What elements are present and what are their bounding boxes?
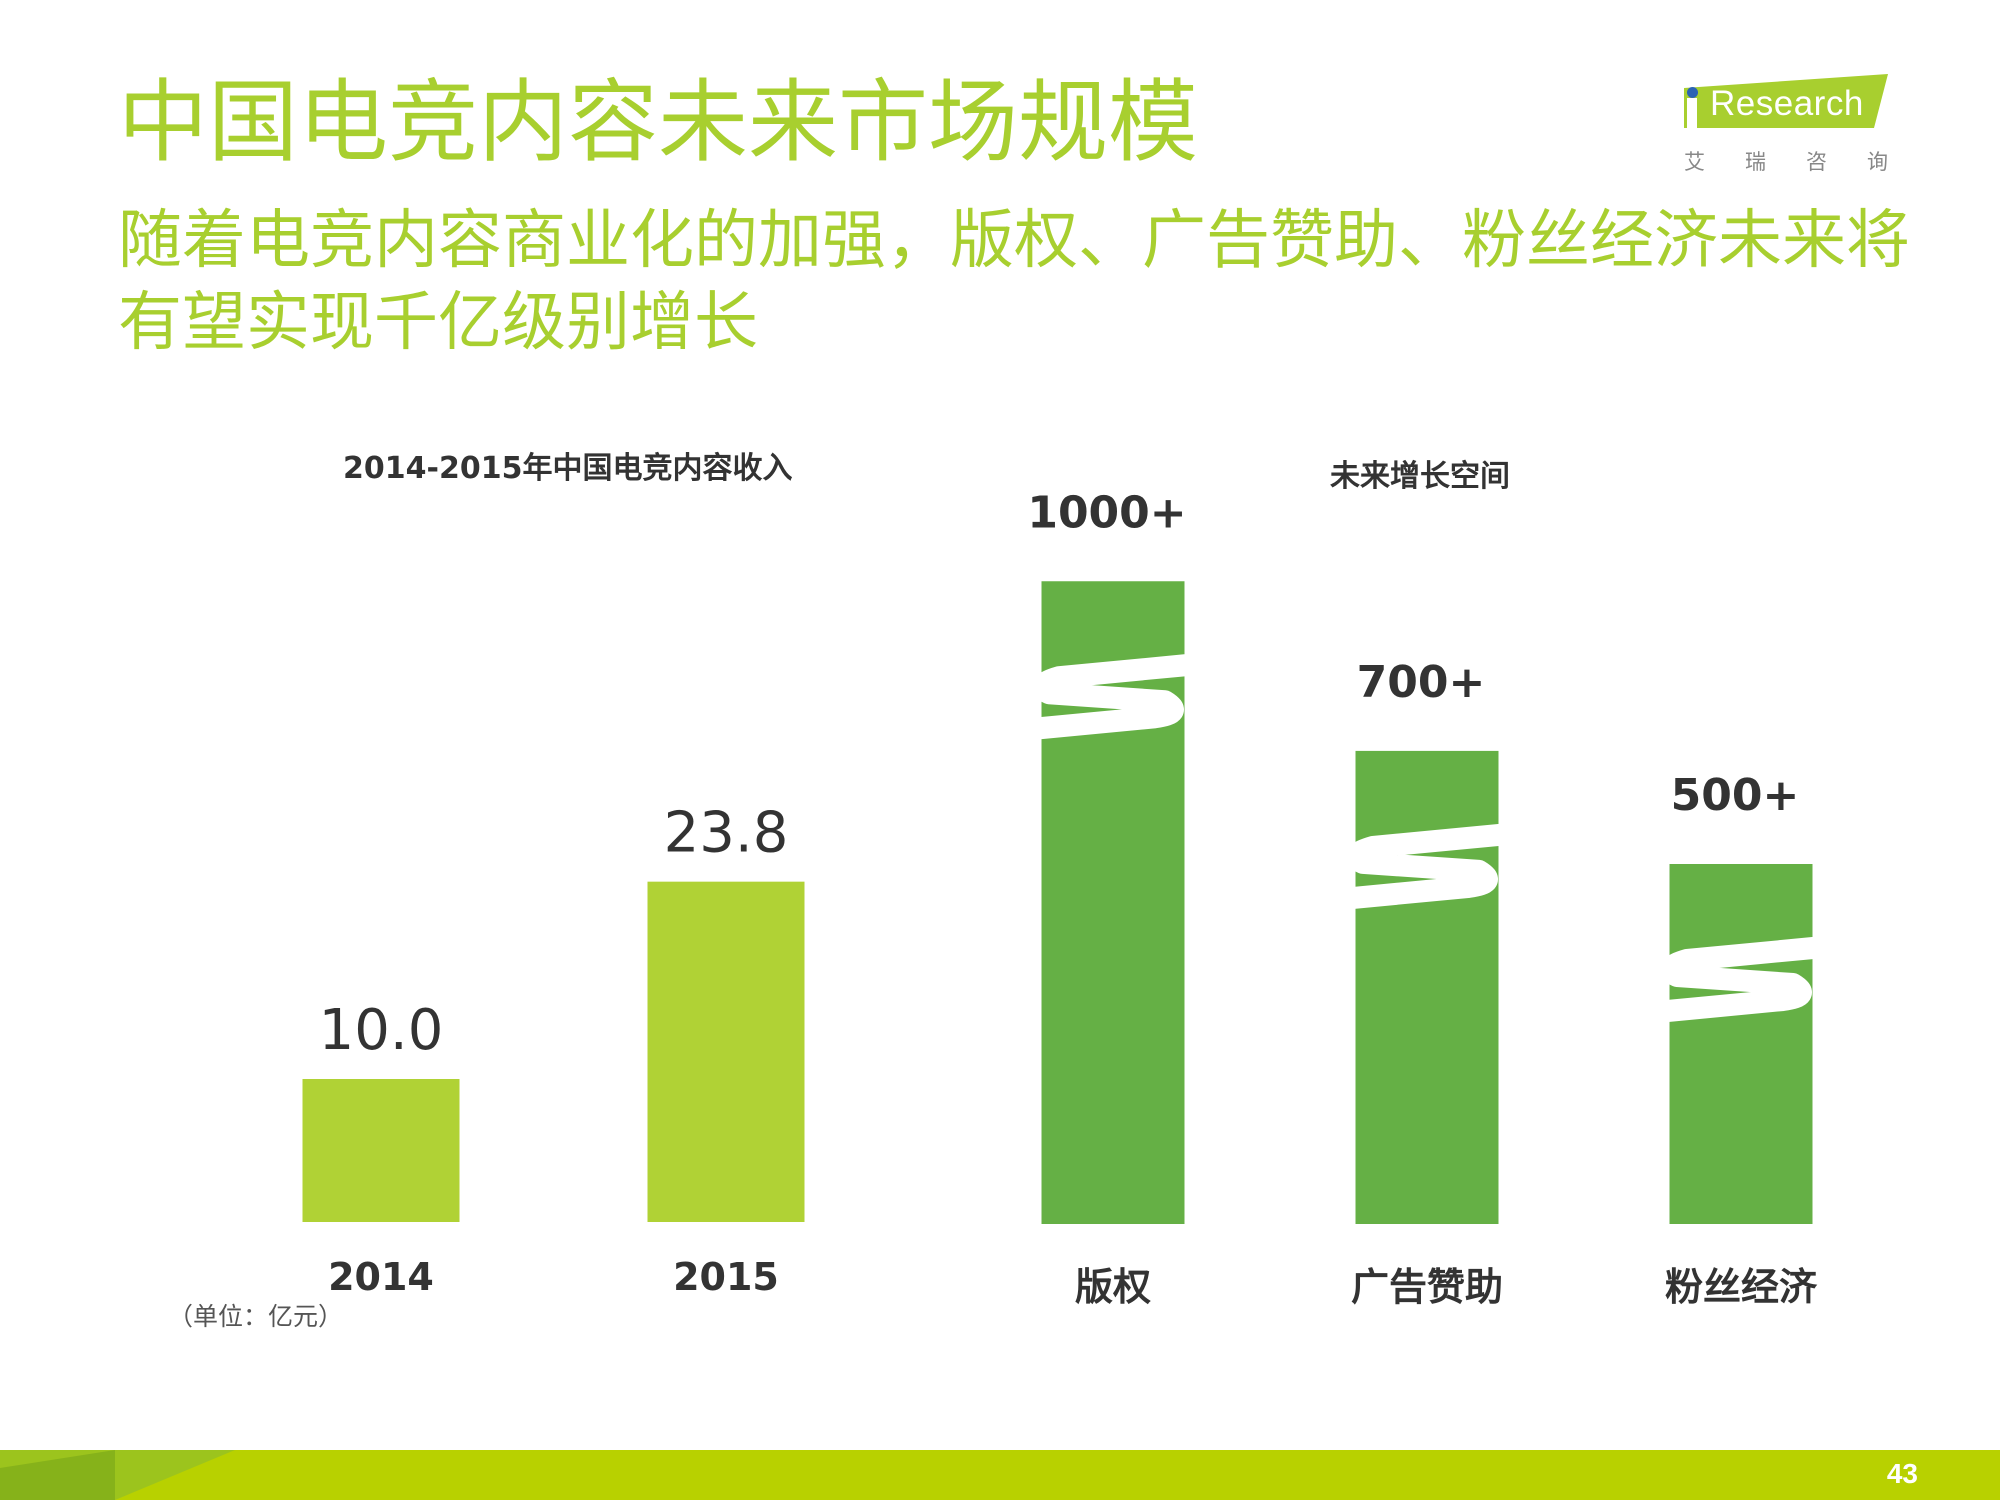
footer-bar bbox=[0, 1450, 2000, 1500]
revenue-category-label: 2014 bbox=[328, 1255, 434, 1299]
growth-value-label: 1000+ bbox=[1027, 487, 1186, 538]
logo-char: 艾 bbox=[1684, 150, 1705, 174]
bar-charts: 10.0 2014 23.8 2015 1000+ 版权 700+ 广告赞助 500+ 粉丝经济 bbox=[302, 487, 1824, 1309]
logo-chinese-name: 艾 瑞 咨 询 bbox=[1684, 146, 1888, 176]
growth-value-label: 500+ bbox=[1671, 770, 1800, 821]
page-subtitle: 随着电竞内容商业化的加强，版权、广告赞助、粉丝经济未来将有望实现千亿级别增长 bbox=[118, 204, 1910, 360]
logo-badge bbox=[1684, 74, 1888, 128]
axis-break-mark bbox=[1332, 823, 1510, 910]
logo-char: 瑞 bbox=[1745, 150, 1766, 174]
logo-wordmark: Research bbox=[1710, 84, 1864, 123]
revenue-category-label: 2015 bbox=[673, 1255, 779, 1299]
axis-break-mark bbox=[1018, 654, 1196, 741]
growth-value-label: 700+ bbox=[1357, 657, 1486, 708]
revenue-bar bbox=[647, 881, 805, 1222]
growth-category-label: 版权 bbox=[1075, 1265, 1151, 1309]
logo-char: 询 bbox=[1867, 150, 1888, 174]
axis-break-mark bbox=[1646, 937, 1824, 1023]
chart-title-growth: 未来增长空间 bbox=[1330, 459, 1510, 494]
growth-bar bbox=[1355, 750, 1499, 1224]
revenue-value-label: 23.8 bbox=[664, 801, 789, 866]
page-number: 43 bbox=[1886, 1458, 1918, 1489]
growth-category-label: 广告赞助 bbox=[1351, 1265, 1503, 1309]
chart-title-revenue: 2014-2015年中国电竞内容收入 bbox=[343, 451, 793, 486]
footer-decoration bbox=[0, 1450, 235, 1500]
growth-bar bbox=[1669, 864, 1813, 1224]
logo-char: 咨 bbox=[1806, 150, 1827, 174]
iresearch-logo: Research 艾 瑞 咨 询 bbox=[1684, 72, 1888, 182]
revenue-bar bbox=[302, 1079, 460, 1222]
revenue-value-label: 10.0 bbox=[319, 998, 444, 1063]
logo-dot-icon bbox=[1687, 87, 1698, 98]
page-title: 中国电竞内容未来市场规模 bbox=[118, 70, 1198, 175]
growth-category-label: 粉丝经济 bbox=[1665, 1265, 1818, 1309]
unit-label: （单位：亿元） bbox=[168, 1302, 344, 1331]
